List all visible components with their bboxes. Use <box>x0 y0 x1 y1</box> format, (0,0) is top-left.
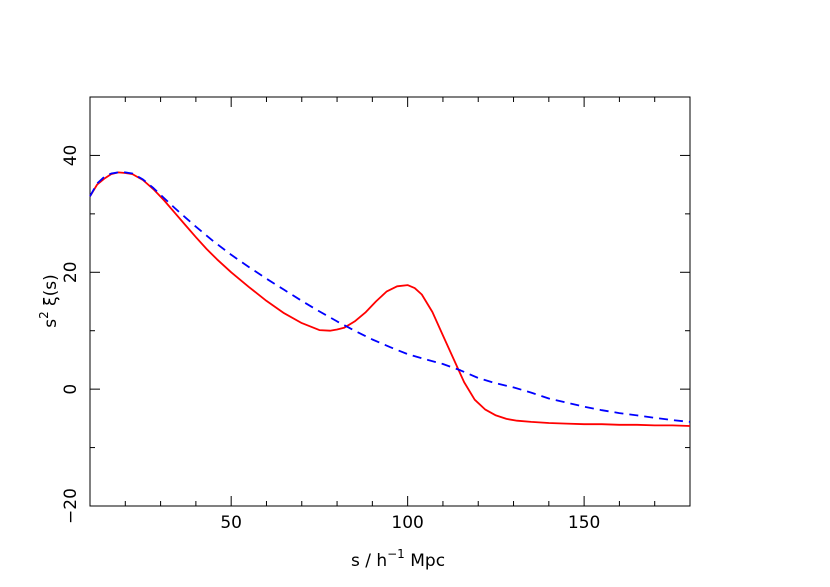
tick-labels: 50 100 150 −20 0 20 40 <box>61 145 600 533</box>
series-line-dashed <box>89 171 691 423</box>
x-axis-label-unit: Mpc <box>405 551 445 571</box>
y-axis-label-func: ξ(s) <box>41 274 61 311</box>
axis-ticks <box>89 96 691 507</box>
y-axis-label-exponent: 2 <box>37 311 51 319</box>
plot-frame <box>89 96 691 507</box>
x-tick-label: 100 <box>391 513 423 533</box>
x-tick-label: 50 <box>220 513 242 533</box>
y-axis-label: s2 ξ(s) <box>37 274 61 328</box>
y-tick-label: 20 <box>61 261 81 283</box>
data-series <box>89 171 691 427</box>
y-axis-label-main: s <box>41 319 61 328</box>
y-tick-label: 40 <box>61 145 81 167</box>
y-tick-label: 0 <box>61 384 81 395</box>
x-tick-label: 150 <box>568 513 600 533</box>
series-line-solid <box>89 171 691 427</box>
x-axis-label: s / h−1 Mpc <box>351 547 445 571</box>
x-axis-label-exponent: −1 <box>387 547 405 561</box>
y-tick-label: −20 <box>61 488 81 524</box>
x-axis-label-main: s / h <box>351 551 387 571</box>
